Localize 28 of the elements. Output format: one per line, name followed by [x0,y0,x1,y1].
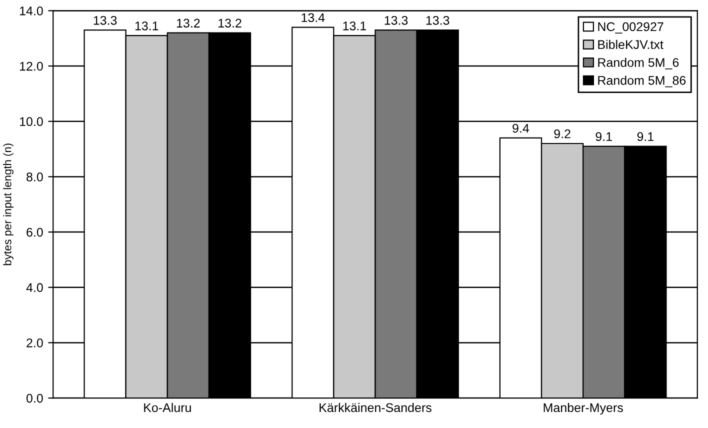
y-tick-label: 14.0 [20,6,43,16]
x-tick-label: Manber-Myers [544,402,623,415]
y-tick-label: 0.0 [26,394,43,403]
y-axis-title: bytes per input length (n) [3,144,14,266]
y-tick-label: 10.0 [20,117,43,126]
data-label: 13.1 [135,22,158,30]
y-tick-label: 6.0 [26,228,43,237]
legend-label: BibleKJV.txt [598,40,664,50]
data-label: 13.3 [94,16,117,25]
legend-label: NC_002927 [598,22,664,34]
data-label: 9.2 [554,129,570,138]
x-tick-label: Kärkkäinen-Sanders [320,402,432,412]
data-label: 9.1 [596,132,612,142]
y-tick-label: 8.0 [26,172,43,182]
y-tick-label: 4.0 [26,283,43,292]
data-label: 13.4 [302,13,325,22]
data-label: 13.1 [343,22,366,30]
data-label: 9.1 [637,132,654,142]
data-label: 9.4 [512,124,530,133]
y-tick-label: 2.0 [26,338,43,348]
y-tick-label: 12.0 [20,62,43,71]
legend-label: Random 5M_6 [598,58,679,70]
data-label: 13.3 [384,16,408,25]
data-label: 13.2 [176,18,200,28]
data-label: 13.2 [218,18,242,28]
legend-label: Random 5M_86 [598,76,686,88]
data-label: 13.3 [426,16,450,25]
x-tick-label: Ko-Aluru [144,402,191,412]
